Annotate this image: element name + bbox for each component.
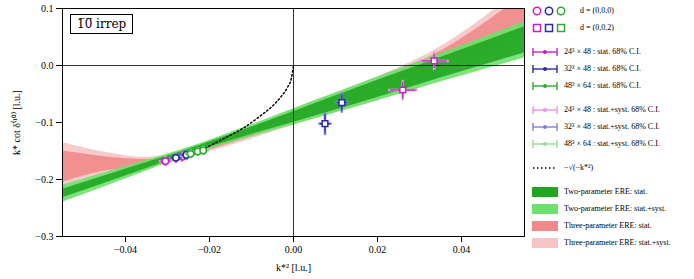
html-text:d = (0,0,2): d = (0,0,2) — [580, 23, 614, 32]
svg-text:k* cot δ⁽¹⁰⁾ [l.u.]: k* cot δ⁽¹⁰⁾ [l.u.] — [10, 90, 22, 155]
svg-text:−0.1: −0.1 — [35, 117, 53, 128]
svg-text:k*² [l.u.]: k*² [l.u.] — [276, 262, 311, 273]
html-text:24³ × 48 : stat.+syst. 68% C.I: 24³ × 48 : stat.+syst. 68% C.I. — [564, 105, 660, 114]
svg-text:0.0: 0.0 — [41, 60, 54, 71]
html-text:−√(−k*²): −√(−k*²) — [564, 163, 594, 172]
html-text:Two-parameter ERE: stat.+syst.: Two-parameter ERE: stat.+syst. — [564, 204, 667, 213]
svg-text:−0.04: −0.04 — [114, 244, 137, 255]
html-text:1̅0̅ irrep: 1̅0̅ irrep — [77, 17, 127, 31]
html-text:Three-parameter ERE: stat.+sys: Three-parameter ERE: stat.+syst. — [564, 238, 671, 247]
svg-text:−0.2: −0.2 — [35, 174, 53, 185]
html-text:d = (0,0,0): d = (0,0,0) — [580, 6, 614, 15]
svg-text:−0.3: −0.3 — [35, 231, 53, 242]
html-text:24³ × 48 : stat. 68% C.I.: 24³ × 48 : stat. 68% C.I. — [564, 47, 641, 56]
svg-text:0.02: 0.02 — [369, 244, 387, 255]
html-text:Three-parameter ERE: stat.: Three-parameter ERE: stat. — [564, 221, 652, 230]
html-text:48³ × 64 : stat.+syst. 68% C.I: 48³ × 64 : stat.+syst. 68% C.I. — [564, 139, 660, 148]
html-text:48³ × 64 : stat. 68% C.I.: 48³ × 64 : stat. 68% C.I. — [564, 81, 641, 90]
html-text:32³ × 48 : stat.+syst. 68% C.I: 32³ × 48 : stat.+syst. 68% C.I. — [564, 122, 660, 131]
svg-text:0.00: 0.00 — [285, 244, 303, 255]
svg-text:0.1: 0.1 — [41, 3, 54, 14]
svg-text:0.04: 0.04 — [453, 244, 471, 255]
svg-text:−0.02: −0.02 — [198, 244, 221, 255]
html-text:Two-parameter ERE: stat.: Two-parameter ERE: stat. — [564, 187, 648, 196]
html-text:32³ × 48 : stat. 68% C.I.: 32³ × 48 : stat. 68% C.I. — [564, 64, 641, 73]
